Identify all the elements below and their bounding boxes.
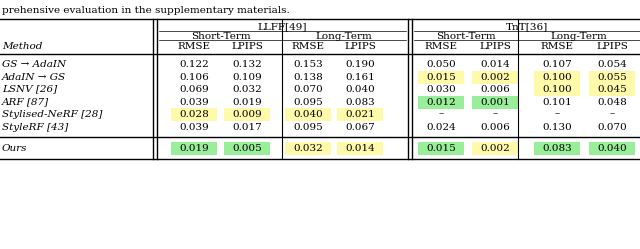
Bar [171, 108, 217, 121]
Bar [534, 141, 580, 154]
Text: 0.055: 0.055 [597, 72, 627, 81]
Text: RMSE: RMSE [291, 42, 324, 51]
Text: 0.070: 0.070 [597, 123, 627, 131]
Bar [418, 70, 464, 83]
Text: 0.100: 0.100 [542, 84, 572, 94]
Text: 0.190: 0.190 [345, 60, 375, 68]
Text: –: – [609, 110, 614, 119]
Text: 0.024: 0.024 [426, 123, 456, 131]
Text: RMSE: RMSE [541, 42, 573, 51]
Text: 0.005: 0.005 [232, 143, 262, 152]
Bar [534, 70, 580, 83]
Text: 0.138: 0.138 [293, 72, 323, 81]
Text: 0.070: 0.070 [293, 84, 323, 94]
Text: LSNV [26]: LSNV [26] [2, 84, 57, 94]
Text: Ours: Ours [2, 143, 28, 152]
Text: 0.083: 0.083 [345, 98, 375, 107]
Text: 0.106: 0.106 [179, 72, 209, 81]
Text: 0.030: 0.030 [426, 84, 456, 94]
Text: –: – [492, 110, 498, 119]
Text: 0.006: 0.006 [480, 123, 510, 131]
Text: 0.050: 0.050 [426, 60, 456, 68]
Bar [337, 108, 383, 121]
Text: 0.101: 0.101 [542, 98, 572, 107]
Text: 0.040: 0.040 [597, 143, 627, 152]
Text: 0.069: 0.069 [179, 84, 209, 94]
Text: RMSE: RMSE [177, 42, 211, 51]
Text: LPIPS: LPIPS [596, 42, 628, 51]
Text: LLFF[49]: LLFF[49] [258, 22, 307, 32]
Text: 0.153: 0.153 [293, 60, 323, 68]
Bar [472, 141, 518, 154]
Text: 0.083: 0.083 [542, 143, 572, 152]
Bar [171, 141, 217, 154]
Text: 0.039: 0.039 [179, 123, 209, 131]
Text: Long-Term: Long-Term [316, 32, 372, 41]
Text: 0.002: 0.002 [480, 143, 510, 152]
Text: Stylised-NeRF [28]: Stylised-NeRF [28] [2, 110, 102, 119]
Text: AdaIN → GS: AdaIN → GS [2, 72, 66, 81]
Text: Short-Term: Short-Term [191, 32, 250, 41]
Text: Long-Term: Long-Term [550, 32, 607, 41]
Bar [589, 70, 635, 83]
Text: 0.019: 0.019 [232, 98, 262, 107]
Text: 0.048: 0.048 [597, 98, 627, 107]
Text: 0.014: 0.014 [480, 60, 510, 68]
Text: –: – [438, 110, 444, 119]
Bar [589, 82, 635, 96]
Text: 0.107: 0.107 [542, 60, 572, 68]
Text: 0.045: 0.045 [597, 84, 627, 94]
Text: 0.132: 0.132 [232, 60, 262, 68]
Text: StyleRF [43]: StyleRF [43] [2, 123, 68, 131]
Text: ARF [87]: ARF [87] [2, 98, 49, 107]
Text: 0.006: 0.006 [480, 84, 510, 94]
Text: 0.054: 0.054 [597, 60, 627, 68]
Text: 0.040: 0.040 [293, 110, 323, 119]
Text: Method: Method [2, 42, 42, 51]
Bar [337, 141, 383, 154]
Bar [285, 108, 331, 121]
Text: 0.017: 0.017 [232, 123, 262, 131]
Text: 0.109: 0.109 [232, 72, 262, 81]
Text: 0.130: 0.130 [542, 123, 572, 131]
Text: prehensive evaluation in the supplementary materials.: prehensive evaluation in the supplementa… [2, 6, 290, 15]
Text: 0.039: 0.039 [179, 98, 209, 107]
Text: 0.161: 0.161 [345, 72, 375, 81]
Text: 0.002: 0.002 [480, 72, 510, 81]
Bar [418, 96, 464, 109]
Bar [285, 141, 331, 154]
Bar [534, 82, 580, 96]
Text: LPIPS: LPIPS [231, 42, 263, 51]
Bar [589, 141, 635, 154]
Text: LPIPS: LPIPS [479, 42, 511, 51]
Bar [224, 108, 270, 121]
Text: –: – [554, 110, 559, 119]
Text: 0.095: 0.095 [293, 98, 323, 107]
Text: RMSE: RMSE [424, 42, 458, 51]
Text: 0.067: 0.067 [345, 123, 375, 131]
Text: 0.012: 0.012 [426, 98, 456, 107]
Bar [472, 96, 518, 109]
Text: GS → AdaIN: GS → AdaIN [2, 60, 66, 68]
Text: 0.040: 0.040 [345, 84, 375, 94]
Text: 0.100: 0.100 [542, 72, 572, 81]
Text: 0.095: 0.095 [293, 123, 323, 131]
Bar [472, 70, 518, 83]
Text: 0.122: 0.122 [179, 60, 209, 68]
Text: 0.028: 0.028 [179, 110, 209, 119]
Text: 0.014: 0.014 [345, 143, 375, 152]
Text: 0.019: 0.019 [179, 143, 209, 152]
Bar [224, 141, 270, 154]
Text: LPIPS: LPIPS [344, 42, 376, 51]
Text: 0.009: 0.009 [232, 110, 262, 119]
Text: 0.032: 0.032 [232, 84, 262, 94]
Text: 0.021: 0.021 [345, 110, 375, 119]
Text: 0.015: 0.015 [426, 143, 456, 152]
Bar [418, 141, 464, 154]
Text: 0.015: 0.015 [426, 72, 456, 81]
Text: Short-Term: Short-Term [436, 32, 496, 41]
Text: TnT[36]: TnT[36] [506, 22, 548, 32]
Text: 0.001: 0.001 [480, 98, 510, 107]
Text: 0.032: 0.032 [293, 143, 323, 152]
